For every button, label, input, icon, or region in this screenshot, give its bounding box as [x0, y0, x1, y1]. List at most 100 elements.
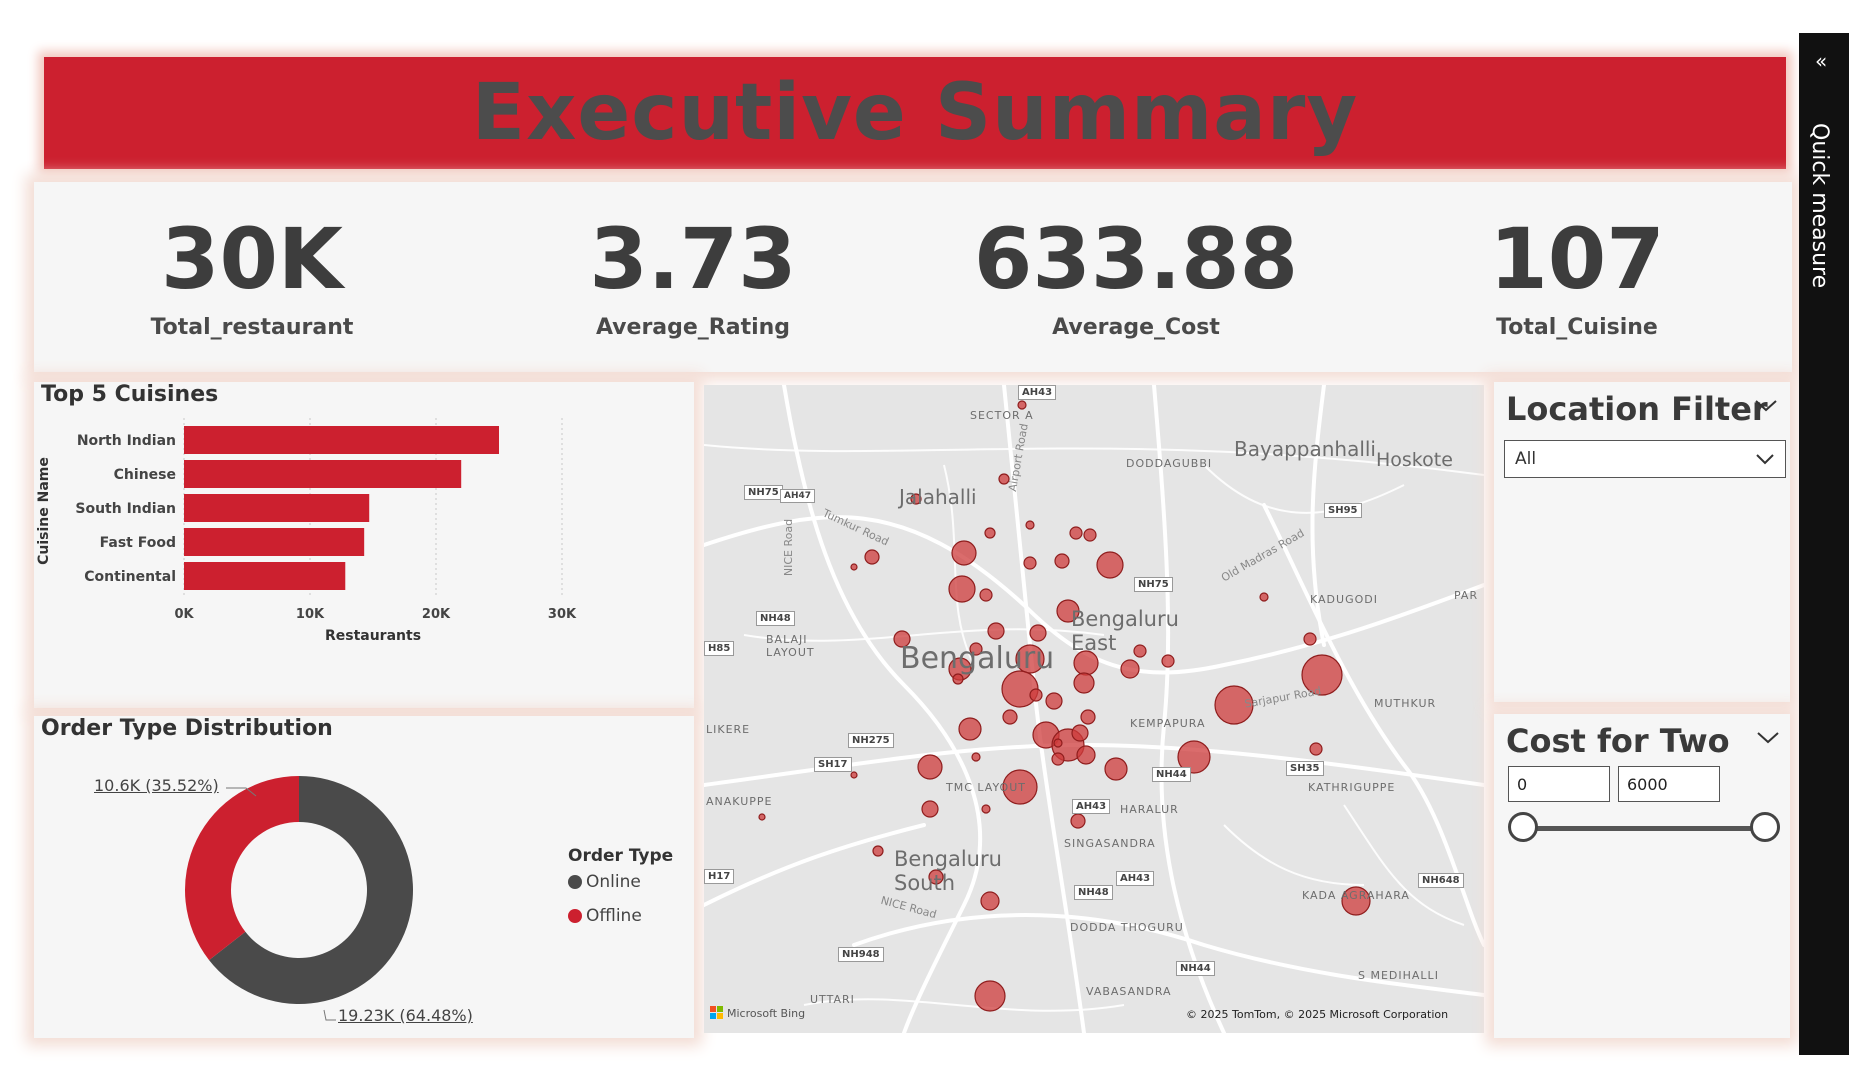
map-bubble[interactable]	[958, 717, 982, 741]
chevron-down-icon[interactable]	[1754, 398, 1778, 414]
collapse-icon[interactable]: «	[1815, 49, 1828, 73]
map-bubble[interactable]	[1301, 654, 1343, 696]
bar[interactable]	[184, 562, 346, 590]
map-bubble[interactable]	[1161, 654, 1175, 668]
cost-filter-panel: Cost for Two 0 6000	[1494, 714, 1790, 1038]
legend-label: Offline	[586, 906, 642, 926]
map-bubble[interactable]	[1303, 632, 1317, 646]
map-bubble[interactable]	[1120, 659, 1140, 679]
map-bubble[interactable]	[1001, 670, 1039, 708]
map-bubble[interactable]	[1053, 738, 1063, 748]
map-bubble[interactable]	[1017, 400, 1027, 410]
map-bubble[interactable]	[872, 845, 884, 857]
map-bubble[interactable]	[1015, 644, 1045, 674]
map-bubble[interactable]	[981, 804, 991, 814]
restaurant-map[interactable]: Jalahalli Bayappanhalli Hoskote DODDAGUB…	[704, 385, 1484, 1033]
map-bubble[interactable]	[974, 980, 1006, 1012]
map-bubble[interactable]	[1029, 624, 1047, 642]
bar[interactable]	[184, 426, 499, 454]
kpi-card-average-rating[interactable]: 3.73 Average_Rating	[481, 188, 905, 368]
map-bubble[interactable]	[1054, 553, 1070, 569]
map-bubble[interactable]	[948, 575, 976, 603]
map-label: VABASANDRA	[1086, 985, 1172, 998]
map-bubble[interactable]	[1076, 745, 1096, 765]
map-bubble[interactable]	[893, 630, 911, 648]
map-label: KEMPAPURA	[1130, 717, 1206, 730]
map-bubble[interactable]	[850, 563, 858, 571]
map-bubble[interactable]	[910, 493, 922, 505]
map-bubble[interactable]	[758, 813, 766, 821]
cost-min-input[interactable]: 0	[1508, 766, 1610, 802]
map-bubble[interactable]	[864, 549, 880, 565]
map-label: UTTARI	[810, 993, 855, 1006]
map-bubble[interactable]	[1056, 599, 1080, 623]
map-bubble[interactable]	[917, 754, 943, 780]
cost-slider-min-handle[interactable]	[1508, 812, 1538, 842]
map-bubble[interactable]	[1071, 724, 1089, 742]
map-bubble[interactable]	[1051, 752, 1065, 766]
map-bubble[interactable]	[928, 869, 944, 885]
map-bubble[interactable]	[1002, 709, 1018, 725]
quick-measure-label: Quick measure	[1807, 123, 1832, 289]
bar[interactable]	[184, 494, 370, 522]
map-bubble[interactable]	[1083, 528, 1097, 542]
map-bubble[interactable]	[987, 622, 1005, 640]
map-label-city: Bengaluru	[900, 641, 1055, 676]
kpi-card-total-cuisine[interactable]: 107 Total_Cuisine	[1365, 188, 1789, 368]
map-bubble[interactable]	[1002, 769, 1038, 805]
map-bubble[interactable]	[1070, 813, 1086, 829]
title-banner: Executive Summary	[44, 57, 1786, 169]
map-bubble[interactable]	[969, 642, 983, 656]
quick-measure-pane[interactable]: « Quick measure	[1799, 33, 1849, 1055]
legend-item-online[interactable]: Online	[568, 872, 641, 892]
road-shield: NH948	[838, 947, 884, 962]
order-type-chart	[184, 776, 413, 1021]
bar[interactable]	[184, 528, 365, 556]
map-bubble[interactable]	[1133, 644, 1147, 658]
cost-slider-track[interactable]	[1524, 826, 1774, 831]
map-bubble[interactable]	[1045, 692, 1063, 710]
map-bubble[interactable]	[1025, 520, 1035, 530]
donut-slice-online[interactable]	[209, 776, 413, 1004]
map-bubble[interactable]	[1029, 688, 1043, 702]
map-bubble[interactable]	[951, 540, 977, 566]
location-dropdown[interactable]: All	[1504, 440, 1786, 478]
map-bubble[interactable]	[952, 673, 964, 685]
cost-max-input[interactable]: 6000	[1618, 766, 1720, 802]
map-bubble[interactable]	[1104, 757, 1128, 781]
y-tick-label: Chinese	[114, 467, 176, 483]
map-label: Jalahalli	[899, 485, 977, 509]
legend-title: Order Type	[568, 846, 674, 866]
donut-slice-offline[interactable]	[184, 776, 299, 961]
map-bubble[interactable]	[971, 752, 981, 762]
map-bubble[interactable]	[1214, 685, 1254, 725]
top-cuisines-panel[interactable]: Top 5 Cuisines 0K 10K 20K 30K North Indian Ch…	[34, 382, 694, 708]
map-bubble[interactable]	[1177, 740, 1211, 774]
map-bubble[interactable]	[1069, 526, 1083, 540]
map-bubble[interactable]	[979, 588, 993, 602]
map-bubble[interactable]	[1341, 886, 1371, 916]
map-bubble[interactable]	[1023, 556, 1037, 570]
map-bubble[interactable]	[980, 891, 1000, 911]
bar[interactable]	[184, 460, 462, 488]
map-bubble[interactable]	[1309, 742, 1323, 756]
kpi-card-average-cost[interactable]: 633.88 Average_Cost	[924, 188, 1348, 368]
road-shield: AH43	[1018, 385, 1057, 400]
y-tick-label: Fast Food	[100, 535, 176, 551]
map-bubble[interactable]	[1259, 592, 1269, 602]
order-type-panel[interactable]: Order Type Distribution 10.6K (35.52%) 1…	[34, 716, 694, 1038]
cost-slider-max-handle[interactable]	[1750, 812, 1780, 842]
kpi-card-total-restaurant[interactable]: 30K Total_restaurant	[40, 188, 464, 368]
map-bubble[interactable]	[1080, 709, 1096, 725]
map-bubble[interactable]	[921, 800, 939, 818]
map-bubble[interactable]	[1096, 551, 1124, 579]
road-shield: NH75	[744, 485, 783, 500]
chevron-down-icon[interactable]	[1756, 730, 1780, 746]
map-bubble[interactable]	[984, 527, 996, 539]
road-shield: NH48	[1074, 885, 1113, 900]
map-bubble[interactable]	[998, 473, 1010, 485]
map-bubble[interactable]	[850, 771, 858, 779]
legend-item-offline[interactable]: Offline	[568, 906, 642, 926]
map-canvas[interactable]	[704, 385, 1484, 1033]
map-bubble[interactable]	[1073, 672, 1095, 694]
